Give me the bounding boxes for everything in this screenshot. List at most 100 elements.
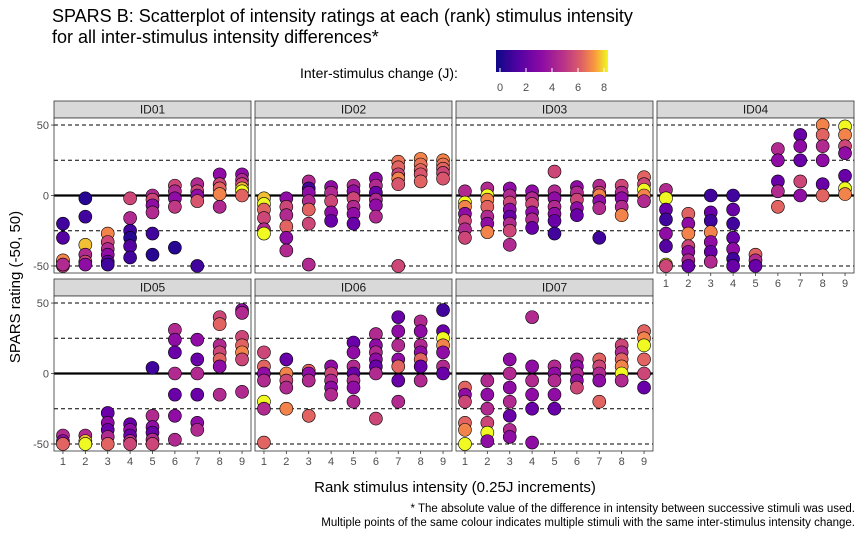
x-tick-label: 3 xyxy=(708,278,714,290)
data-point xyxy=(56,230,70,245)
panel-id03: ID03 xyxy=(455,100,654,274)
data-point xyxy=(614,373,629,388)
facet-strip-label: ID02 xyxy=(341,103,367,117)
data-point xyxy=(793,188,808,203)
data-point xyxy=(771,184,785,199)
x-tick-label: 2 xyxy=(82,456,88,468)
data-point xyxy=(637,380,651,395)
data-point xyxy=(748,259,763,273)
data-point xyxy=(168,408,182,423)
x-tick-label: 9 xyxy=(641,456,647,468)
x-tick-label: 1 xyxy=(462,456,468,468)
data-point xyxy=(168,240,182,255)
data-point xyxy=(502,380,517,395)
data-point xyxy=(480,373,495,388)
data-point xyxy=(78,257,93,272)
data-point xyxy=(592,394,607,409)
data-point xyxy=(413,359,428,374)
data-point xyxy=(547,373,562,388)
x-tick-label: 1 xyxy=(60,456,66,468)
data-point xyxy=(838,187,852,201)
data-point xyxy=(480,387,495,402)
data-point xyxy=(168,199,182,214)
data-point xyxy=(123,211,137,225)
facet-strip-label: ID01 xyxy=(140,103,166,117)
data-point xyxy=(123,191,137,206)
data-point xyxy=(592,201,607,215)
data-point xyxy=(346,345,361,360)
data-point xyxy=(726,188,740,203)
x-tick-label: 2 xyxy=(283,456,289,468)
data-point xyxy=(436,366,450,381)
data-point xyxy=(436,171,450,186)
x-tick-label: 6 xyxy=(775,278,781,290)
facet-strip-label: ID05 xyxy=(140,281,166,295)
data-point xyxy=(771,199,785,214)
data-point xyxy=(413,174,428,189)
data-point xyxy=(458,394,472,409)
data-point xyxy=(659,212,673,227)
x-tick-label: 6 xyxy=(373,456,379,468)
x-tick-label: 6 xyxy=(172,456,178,468)
data-point xyxy=(793,174,808,189)
x-tick-label: 6 xyxy=(574,456,580,468)
legend-tick-label: 4 xyxy=(549,82,555,94)
data-point xyxy=(78,191,93,206)
x-tick-label: 1 xyxy=(261,456,267,468)
data-point xyxy=(301,202,316,217)
panels: ID01 -50 0 50 ID02 ID03 ID04 1 2 3 4 5 6 7 8 9 ID05 -50 0 5… xyxy=(33,100,855,468)
data-point xyxy=(190,423,205,437)
data-point xyxy=(301,257,316,272)
data-point xyxy=(301,373,316,388)
x-tick-label: 9 xyxy=(842,278,848,290)
data-point xyxy=(56,257,70,272)
data-point xyxy=(235,188,249,203)
x-tick-label: 5 xyxy=(551,456,557,468)
panel-id02: ID02 xyxy=(254,100,453,274)
data-point xyxy=(547,214,562,228)
data-point xyxy=(279,352,294,367)
y-tick-label: 50 xyxy=(37,120,49,132)
data-point xyxy=(659,239,673,254)
data-point xyxy=(525,359,539,374)
x-tick-label: 4 xyxy=(730,278,736,290)
x-tick-label: 3 xyxy=(105,456,111,468)
data-point xyxy=(257,345,271,360)
data-point xyxy=(257,435,271,450)
data-point xyxy=(659,259,673,273)
data-point xyxy=(614,208,629,223)
data-point xyxy=(168,366,182,381)
data-point xyxy=(100,257,115,272)
data-point xyxy=(212,317,227,331)
data-point xyxy=(212,359,227,374)
data-point xyxy=(815,188,830,203)
x-tick-label: 2 xyxy=(685,278,691,290)
data-point xyxy=(346,216,361,231)
data-point xyxy=(413,324,428,339)
y-axis-title: SPARS rating (-50, 50) xyxy=(7,211,24,363)
data-point xyxy=(168,387,182,402)
data-point xyxy=(413,373,428,388)
data-point xyxy=(212,387,227,402)
data-point xyxy=(703,254,718,269)
x-tick-label: 9 xyxy=(239,456,245,468)
data-point xyxy=(391,338,406,353)
data-point xyxy=(123,250,137,265)
data-point xyxy=(391,359,406,374)
caption-line-2: Multiple points of the same colour indic… xyxy=(321,517,855,529)
data-point xyxy=(547,164,562,179)
data-point xyxy=(726,216,740,231)
data-point xyxy=(570,380,584,395)
x-tick-label: 7 xyxy=(596,456,602,468)
legend-colorbar xyxy=(496,50,608,72)
panel-id05: ID05 -50 0 50 1 2 3 4 5 6 7 8 9 xyxy=(33,278,252,468)
data-point xyxy=(257,401,271,416)
panel-id01: ID01 -50 0 50 xyxy=(33,100,252,274)
panel-border xyxy=(254,117,453,274)
data-point xyxy=(145,437,160,451)
data-point xyxy=(190,366,205,381)
legend-tick-label: 8 xyxy=(601,82,607,94)
data-point xyxy=(301,216,316,231)
data-point xyxy=(637,194,651,208)
data-point xyxy=(502,394,517,409)
